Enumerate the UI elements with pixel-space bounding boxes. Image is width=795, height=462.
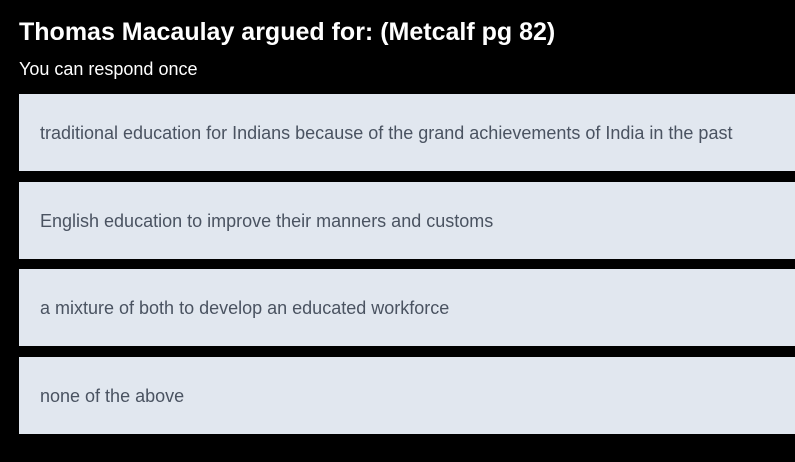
poll-option-1[interactable]: traditional education for Indians becaus… <box>19 94 795 171</box>
poll-container: Thomas Macaulay argued for: (Metcalf pg … <box>19 0 795 434</box>
poll-option-2[interactable]: English education to improve their manne… <box>19 181 795 259</box>
poll-options-list: traditional education for Indians becaus… <box>19 94 795 444</box>
poll-option-label: none of the above <box>40 385 185 406</box>
response-hint: You can respond once <box>19 59 198 79</box>
poll-option-label: traditional education for Indians becaus… <box>40 123 733 144</box>
poll-option-3[interactable]: a mixture of both to develop an educated… <box>19 269 795 346</box>
poll-option-label: English education to improve their manne… <box>40 210 494 231</box>
poll-option-4[interactable]: none of the above <box>19 356 795 434</box>
poll-option-label: a mixture of both to develop an educated… <box>40 298 450 319</box>
poll-question: Thomas Macaulay argued for: (Metcalf pg … <box>19 18 556 46</box>
